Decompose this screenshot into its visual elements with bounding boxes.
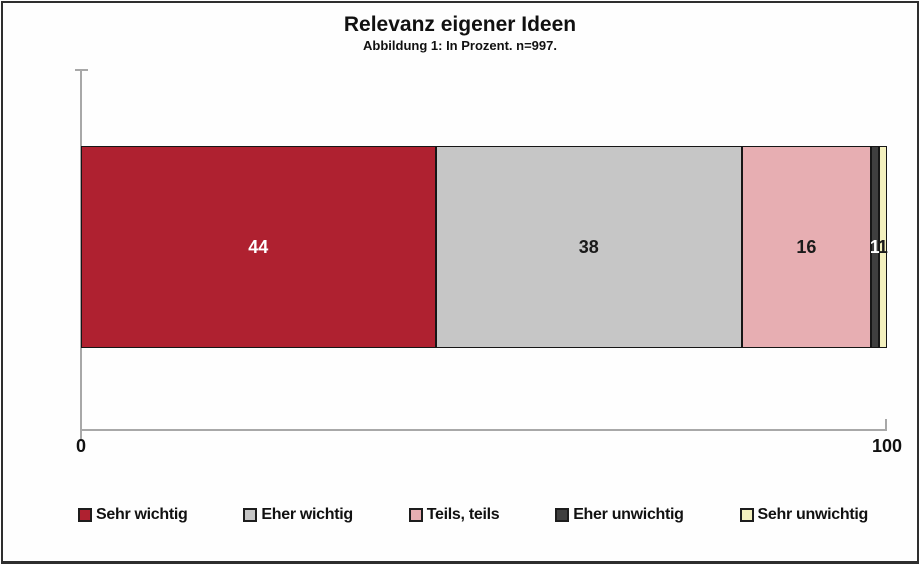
legend-label-eher-unwichtig: Eher unwichtig <box>573 506 684 523</box>
legend-label-teils-teils: Teils, teils <box>426 506 500 523</box>
legend-item-sehr-wichtig: Sehr wichtig <box>78 506 188 524</box>
x-axis-label-max: 100 <box>871 436 903 456</box>
legend-swatch-sehr-unwichtig <box>739 508 754 522</box>
legend-swatch-eher-unwichtig <box>555 508 570 522</box>
stacked-bar: 44 38 16 1 1 <box>81 146 888 348</box>
x-axis-label-min: 0 <box>75 436 86 456</box>
chart-subtitle: Abbildung 1: In Prozent. n=997. <box>363 38 557 53</box>
legend-item-sehr-unwichtig: Sehr unwichtig <box>739 506 869 524</box>
legend-label-eher-wichtig: Eher wichtig <box>261 506 353 523</box>
legend-label-sehr-wichtig: Sehr wichtig <box>96 506 188 523</box>
x-axis-tick-max <box>885 419 887 431</box>
bar-value-label-sehr-unwichtig: 1 <box>877 237 888 257</box>
x-axis-line <box>80 429 887 431</box>
legend-swatch-sehr-wichtig <box>78 508 92 522</box>
legend-swatch-eher-wichtig <box>243 508 258 522</box>
bar-segment-teils-teils: 16 <box>741 146 871 348</box>
x-axis-tick-min <box>80 429 82 439</box>
legend-item-eher-wichtig: Eher wichtig <box>243 506 353 524</box>
legend: Sehr wichtig Eher wichtig Teils, teils Eher… <box>78 501 868 529</box>
legend-item-teils-teils: Teils, teils <box>408 506 500 524</box>
legend-item-eher-unwichtig: Eher unwichtig <box>555 506 684 524</box>
bar-value-label-sehr-wichtig: 44 <box>248 237 269 257</box>
bar-value-label-teils-teils: 16 <box>796 237 817 257</box>
bar-segment-sehr-unwichtig: 1 <box>877 146 888 348</box>
legend-swatch-teils-teils <box>408 508 423 522</box>
legend-label-sehr-unwichtig: Sehr unwichtig <box>757 506 869 523</box>
bar-value-label-eher-unwichtig: 1 <box>869 237 880 257</box>
bar-segment-eher-wichtig: 38 <box>435 146 742 348</box>
chart-title: Relevanz eigener Ideen <box>343 13 577 36</box>
y-axis-top-cap <box>75 69 88 71</box>
bar-segment-sehr-wichtig: 44 <box>81 146 436 348</box>
bar-value-label-eher-wichtig: 38 <box>578 237 599 257</box>
bar-segment-eher-unwichtig: 1 <box>869 146 880 348</box>
